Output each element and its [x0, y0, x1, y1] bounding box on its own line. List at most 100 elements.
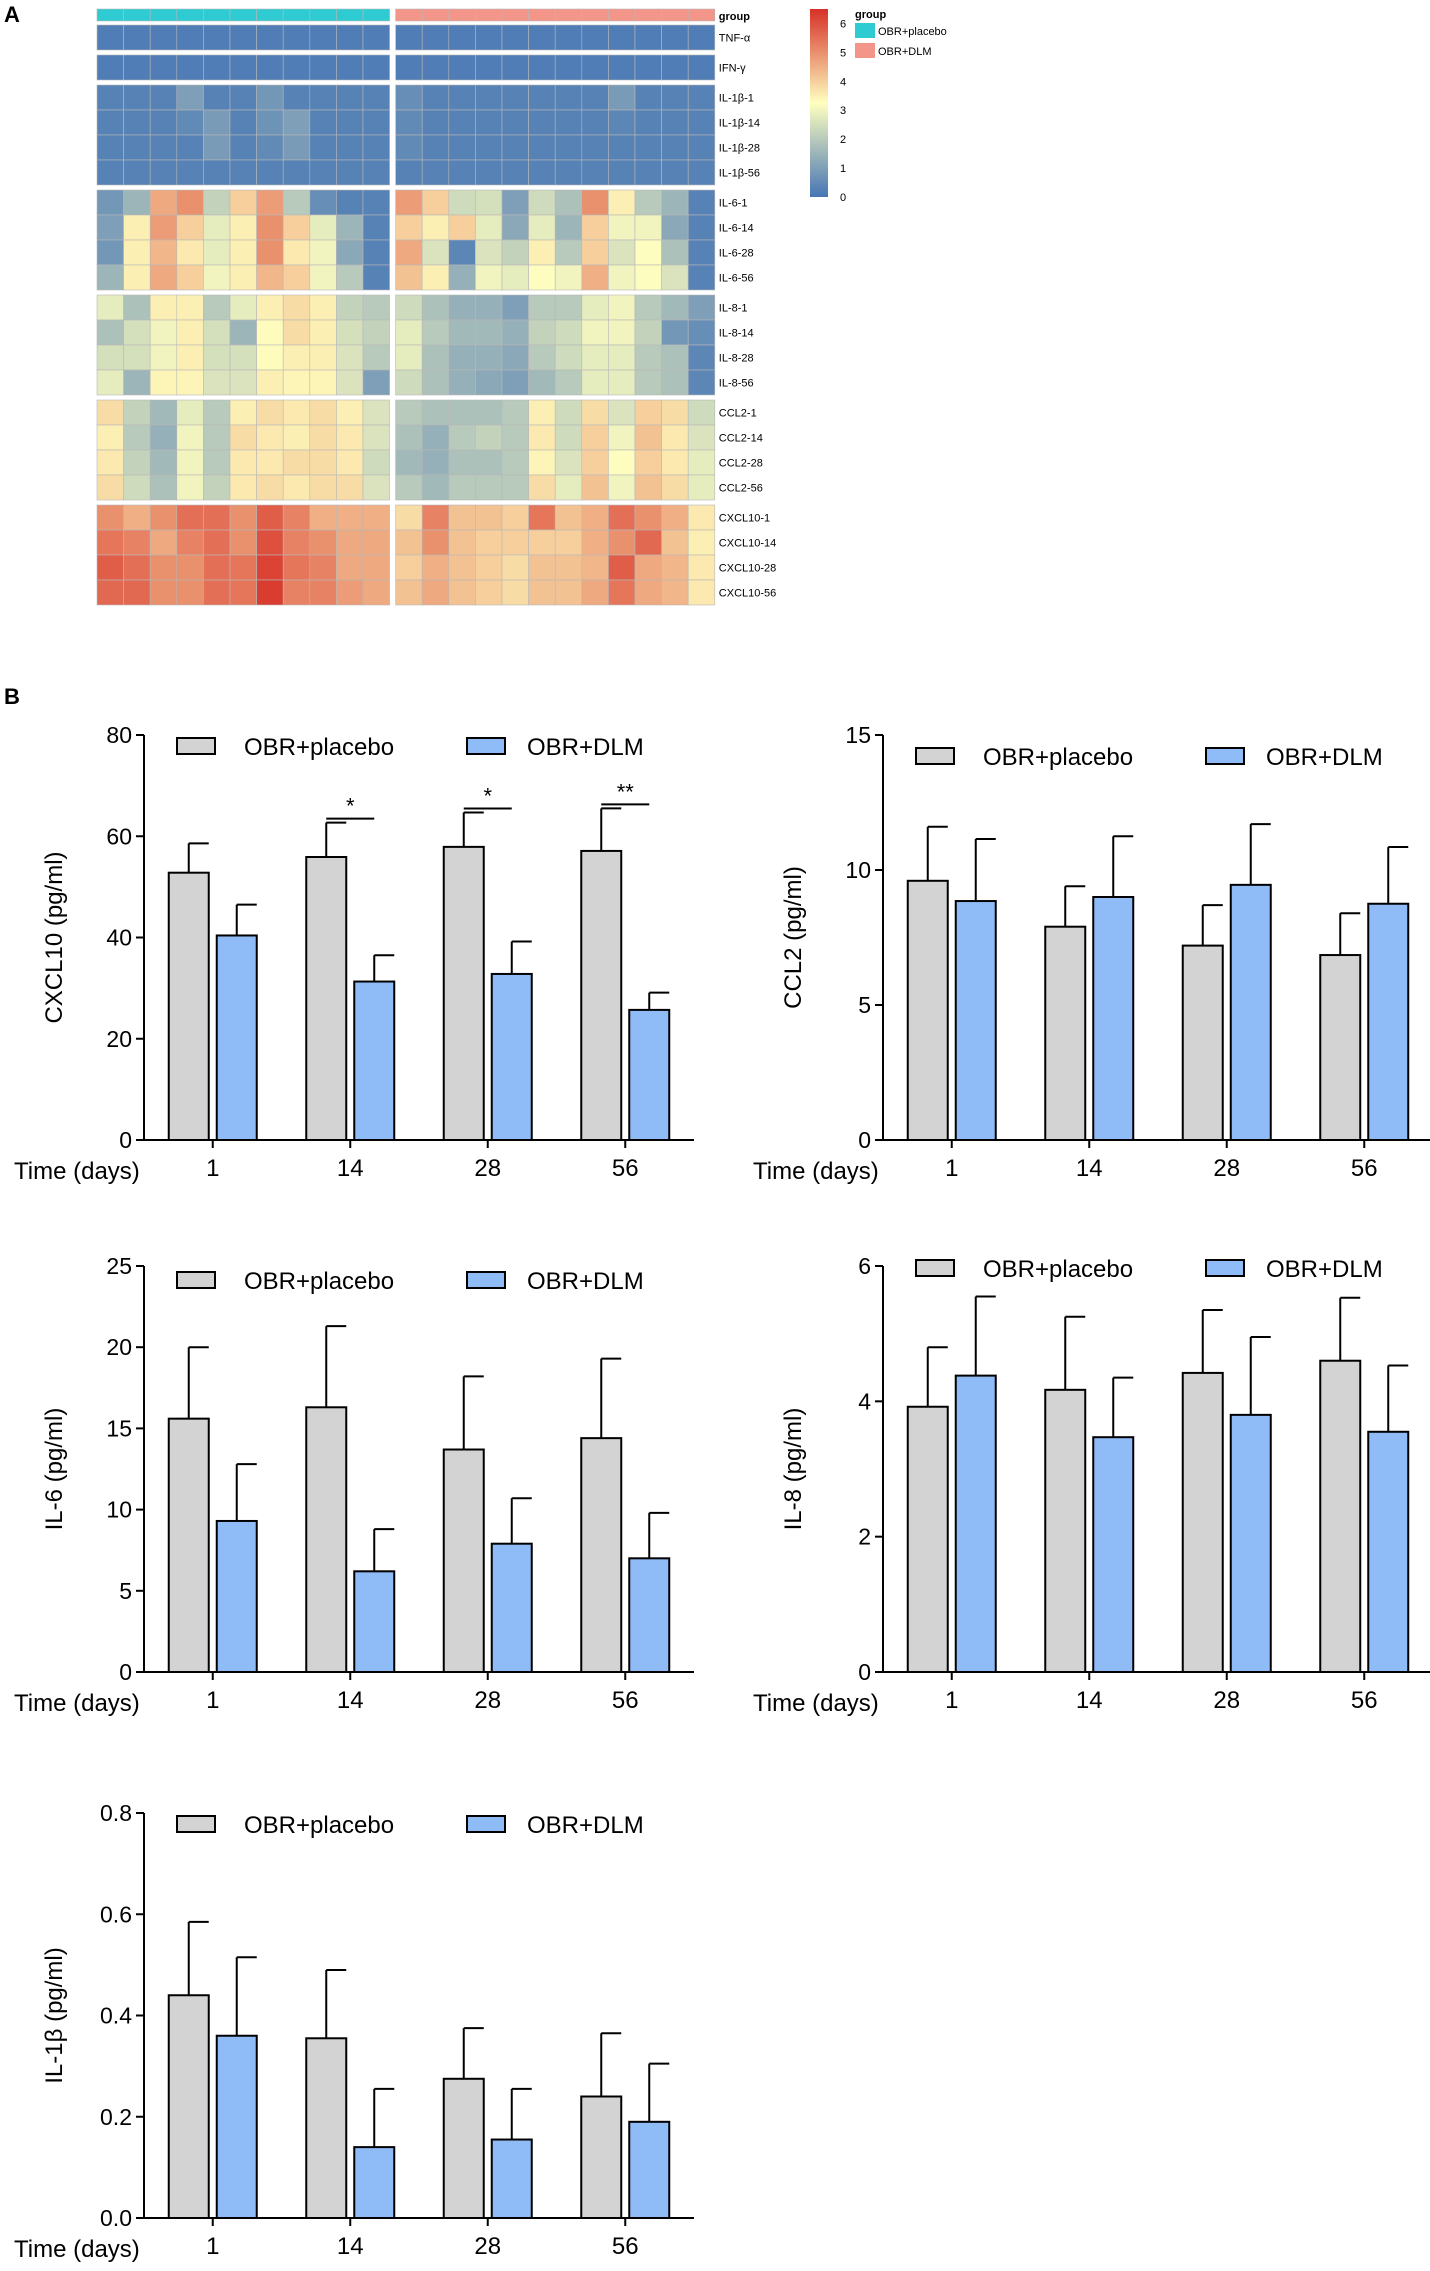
group-annotation-cell	[176, 8, 204, 22]
heatmap-cell	[362, 319, 390, 346]
heatmap-cell	[229, 474, 257, 501]
heatmap-cell	[581, 294, 609, 321]
heatmap-cell	[581, 24, 609, 51]
heatmap-row-label: IL-8-56	[719, 378, 754, 390]
legend-label-placebo: OBR+placebo	[983, 744, 1133, 771]
heatmap-cell	[554, 239, 583, 266]
group-annotation-cell	[554, 8, 583, 22]
heatmap-cell	[634, 319, 662, 346]
heatmap-cell	[581, 474, 609, 501]
y-axis-label: CXCL10 (pg/ml)	[41, 851, 68, 1023]
heatmap-cell	[229, 84, 257, 111]
bar-placebo	[1044, 1388, 1087, 1673]
legend-label-dlm: OBR+DLM	[527, 1812, 644, 1839]
heatmap-cell	[395, 369, 423, 396]
heatmap-cell	[554, 424, 583, 451]
x-tick-label: 56	[612, 1687, 639, 1714]
bar-dlm	[490, 972, 533, 1142]
heatmap-cell	[581, 239, 609, 266]
heatmap-cell	[336, 579, 364, 606]
bar-placebo	[1181, 1371, 1224, 1673]
heatmap-cell	[256, 189, 284, 216]
heatmap-cell	[448, 529, 476, 556]
heatmap-row-label: CXCL10-14	[719, 538, 776, 550]
group-annotation-cell	[421, 8, 450, 22]
heatmap-cell	[687, 134, 716, 161]
heatmap-cell	[554, 449, 583, 476]
heatmap-cell	[282, 399, 311, 426]
heatmap-cell	[282, 424, 311, 451]
legend-label-dlm: OBR+DLM	[527, 1268, 644, 1295]
heatmap-cell	[203, 319, 231, 346]
heatmap-cell	[528, 319, 556, 346]
heatmap-cell	[421, 554, 450, 581]
heatmap-cell	[634, 214, 662, 241]
group-annotation-cell	[282, 8, 311, 22]
heatmap-cell	[176, 24, 204, 51]
y-tick-label: 25	[106, 1253, 132, 1279]
bar-placebo	[305, 1406, 348, 1673]
heatmap-cell	[362, 449, 390, 476]
heatmap-cell	[395, 504, 423, 531]
heatmap-cell	[395, 159, 423, 186]
heatmap-row-label: CCL2-56	[719, 483, 763, 495]
heatmap-cell	[123, 319, 151, 346]
heatmap-cell	[448, 109, 476, 136]
heatmap-cell	[608, 264, 636, 291]
heatmap-cell	[528, 54, 556, 81]
heatmap-cell	[661, 54, 689, 81]
heatmap-cell	[96, 319, 124, 346]
heatmap-cell	[687, 344, 716, 371]
chart-il8: 0 2 4 6 IL-8 (pg/ml) Time (days) 1 14 28 56 OBR+pl…	[753, 1253, 1430, 1717]
heatmap-cell	[309, 264, 337, 291]
heatmap-cell	[661, 264, 689, 291]
y-tick-label: 0.0	[100, 2205, 132, 2231]
heatmap-cell	[554, 554, 583, 581]
heatmap-cell	[229, 109, 257, 136]
heatmap-cell	[395, 579, 423, 606]
heatmap-cell	[501, 344, 529, 371]
heatmap-cell	[421, 189, 450, 216]
group-annotation-cell	[96, 8, 124, 22]
heatmap-cell	[501, 449, 529, 476]
heatmap-cell	[581, 214, 609, 241]
y-tick-label: 2	[858, 1524, 871, 1550]
heatmap-cell	[229, 159, 257, 186]
heatmap-cell	[203, 529, 231, 556]
heatmap-cell	[149, 344, 178, 371]
heatmap-cell	[421, 84, 450, 111]
heatmap-cell	[176, 214, 204, 241]
color-scale-tick: 4	[840, 76, 846, 88]
heatmap-cell	[687, 264, 716, 291]
heatmap-cell	[123, 84, 151, 111]
heatmap-cell	[123, 474, 151, 501]
legend-swatch-dlm	[466, 737, 506, 755]
heatmap-cell	[634, 424, 662, 451]
heatmap-cell	[448, 554, 476, 581]
heatmap-cell	[448, 264, 476, 291]
heatmap-cell	[256, 54, 284, 81]
heatmap-cell	[634, 134, 662, 161]
heatmap-cell	[282, 24, 311, 51]
heatmap-cell	[123, 504, 151, 531]
color-scale-tick: 3	[840, 105, 846, 117]
x-tick-label: 14	[1076, 1687, 1103, 1714]
bar-dlm	[353, 980, 396, 1142]
heatmap-cell	[309, 424, 337, 451]
heatmap-cell	[634, 109, 662, 136]
heatmap-cell	[581, 554, 609, 581]
heatmap-cell	[282, 239, 311, 266]
group-annotation-cell	[309, 8, 337, 22]
y-tick-label: 0	[858, 1659, 871, 1685]
heatmap-cell	[149, 239, 178, 266]
heatmap-cell	[528, 134, 556, 161]
heatmap-cell	[581, 529, 609, 556]
legend-label-dlm: OBR+DLM	[1266, 1256, 1383, 1283]
heatmap-row-label: IL-6-28	[719, 248, 754, 260]
heatmap-cell	[362, 474, 390, 501]
heatmap-cell	[362, 239, 390, 266]
group-annotation-cell	[581, 8, 609, 22]
heatmap-cell	[608, 529, 636, 556]
heatmap-cell	[229, 294, 257, 321]
heatmap-cell	[123, 424, 151, 451]
